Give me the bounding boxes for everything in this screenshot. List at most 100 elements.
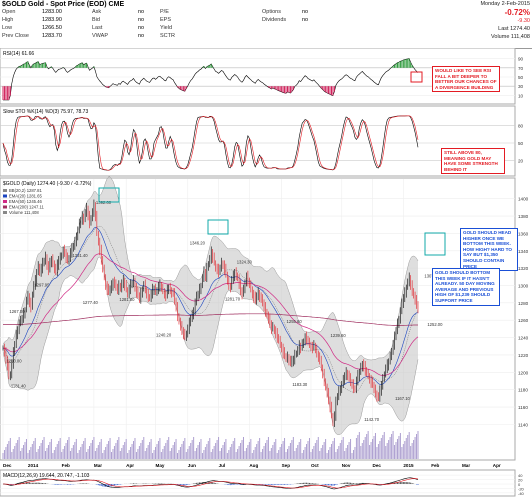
volume-bar — [385, 446, 387, 459]
volume-bar — [276, 453, 278, 459]
price-tick-label: 1160 — [518, 405, 528, 410]
legend-swatch — [3, 200, 7, 203]
price-label: 1255.60 — [287, 319, 303, 324]
macd-tick-label: 40 — [518, 473, 523, 478]
rsi-panel — [0, 48, 516, 105]
price-tick-label: 1260 — [518, 318, 529, 323]
quote-prev-close: Prev Close 1283.70 — [2, 33, 62, 39]
volume-bar — [411, 443, 413, 459]
quote-label: Yield — [160, 25, 173, 31]
volume-bar — [374, 433, 376, 459]
volume-bar — [262, 449, 264, 459]
volume-bar — [212, 449, 214, 459]
volume-bar — [67, 440, 69, 459]
price-tick-label: 1320 — [518, 266, 529, 271]
legend-entry: EMA(50) 1245.46 — [9, 199, 42, 204]
volume-bar — [177, 453, 179, 459]
volume-bar — [115, 443, 117, 459]
price-tick-label: 1340 — [518, 249, 529, 254]
volume-bar — [47, 445, 49, 459]
volume-bar — [28, 450, 30, 459]
quote-sctr: SCTR — [160, 33, 175, 39]
volume-value: 111,408 — [510, 34, 530, 40]
volume-bar — [179, 447, 181, 459]
volume-bar — [300, 439, 302, 459]
date-axis-label: May — [156, 463, 165, 468]
volume-bar — [389, 437, 391, 459]
price-label: 1346.20 — [190, 240, 206, 245]
quote-high: High 1283.90 — [2, 17, 62, 23]
volume-bar — [49, 442, 51, 459]
quote-date: Monday 2-Feb-2015 — [480, 1, 530, 7]
price-tick-label: 1360 — [518, 231, 529, 236]
rsi-marker-box — [410, 71, 423, 83]
date-axis-label: Aug — [249, 463, 258, 468]
rsi-tick-label: 50 — [518, 75, 524, 80]
price-label: 1277.40 — [83, 300, 99, 305]
macd-tick-label: -20 — [518, 486, 525, 491]
quote-header: $GOLD Gold - Spot Price (EOD) CME Open 12… — [0, 0, 532, 49]
volume-bar — [307, 441, 309, 459]
volume-bar — [328, 450, 330, 459]
volume-bar — [275, 439, 277, 459]
volume-bar — [352, 450, 354, 459]
volume-bar — [222, 445, 224, 459]
price-label: 1281.00 — [119, 297, 135, 302]
volume-bar — [272, 445, 274, 459]
price-label: 1183.30 — [292, 382, 307, 387]
date-axis-label: Apr — [493, 463, 501, 468]
volume-bar — [223, 442, 225, 459]
price-tick-label: 1300 — [518, 283, 529, 288]
volume-bar — [358, 432, 360, 459]
quote-label: High — [2, 17, 14, 23]
date-axis-label: Feb — [431, 463, 439, 468]
volume-bar — [133, 441, 135, 459]
volume-bar — [395, 442, 397, 459]
volume-bar — [134, 438, 136, 459]
volume-bar — [314, 443, 316, 459]
volume-bar — [278, 450, 280, 459]
quote-value: no — [138, 9, 145, 15]
volume-bar — [332, 441, 334, 459]
volume-bar — [72, 445, 74, 459]
quote-last: Last no — [92, 25, 144, 31]
volume-bar — [294, 451, 296, 459]
volume-bar — [405, 438, 407, 459]
quote-eps: EPS — [160, 17, 171, 23]
volume-bar — [93, 437, 95, 459]
volume-bar — [178, 450, 180, 459]
volume-bar — [24, 442, 26, 459]
volume-bar — [102, 453, 104, 459]
volume-bar — [89, 446, 91, 459]
quote-label: Options — [262, 9, 281, 15]
volume-bar — [206, 444, 208, 459]
volume-bar — [55, 447, 57, 459]
volume-bar — [226, 453, 228, 459]
volume-bar — [392, 431, 394, 459]
bollinger-mid — [2, 225, 419, 393]
volume-bar — [52, 453, 54, 459]
volume-bar — [149, 442, 151, 459]
volume-bar — [245, 448, 247, 459]
volume-bar — [109, 438, 111, 459]
legend-entry: EMA(200) 1247.11 — [9, 205, 45, 210]
volume-bar — [284, 438, 286, 459]
symbol-title: $GOLD Gold - Spot Price (EOD) CME — [2, 1, 125, 8]
volume-bar — [156, 444, 158, 459]
volume-bar — [289, 443, 291, 459]
volume-bar — [285, 452, 287, 459]
peak-box-1 — [98, 187, 120, 203]
volume-bar — [402, 444, 404, 459]
volume-bar — [193, 437, 195, 459]
quote-ask: Ask no — [92, 9, 144, 15]
volume-bar — [218, 437, 220, 459]
volume-bar — [248, 442, 250, 459]
volume-bar — [153, 450, 155, 459]
volume-bar — [78, 450, 80, 459]
volume-bar — [140, 443, 142, 459]
volume-bar — [106, 444, 108, 459]
volume-bar — [14, 446, 16, 459]
volume-bar — [108, 441, 110, 459]
date-axis-label: 2015 — [403, 463, 414, 468]
price-label: 1331.40 — [72, 253, 88, 258]
